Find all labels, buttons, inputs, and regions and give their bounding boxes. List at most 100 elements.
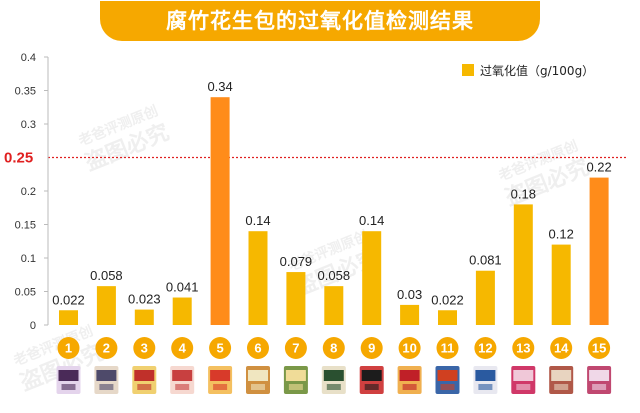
data-label: 0.058 bbox=[90, 268, 123, 283]
product-thumbnail bbox=[321, 366, 346, 394]
bar bbox=[362, 231, 382, 325]
y-tick-label: 0.1 bbox=[21, 253, 36, 265]
y-tick-label: 0.3 bbox=[21, 119, 36, 131]
product-thumbnail bbox=[587, 366, 612, 394]
thumbnail-band bbox=[210, 370, 231, 381]
thumbnail-band bbox=[134, 370, 155, 381]
product-thumbnail bbox=[170, 366, 195, 394]
bar bbox=[324, 286, 344, 325]
thumbnail-band bbox=[96, 370, 117, 381]
product-thumbnail bbox=[511, 366, 536, 394]
thumbnail-stripe bbox=[516, 384, 531, 390]
thumbnail-band bbox=[248, 370, 268, 381]
thumbnail-stripe bbox=[326, 384, 341, 390]
y-tick-label: 0.2 bbox=[21, 186, 36, 198]
category-marker bbox=[284, 337, 307, 359]
product-thumbnail bbox=[283, 366, 308, 394]
bar bbox=[134, 309, 154, 325]
y-tick-label: 0.4 bbox=[21, 52, 36, 64]
category-label: 8 bbox=[330, 341, 337, 356]
product-thumbnail bbox=[56, 366, 81, 394]
category-label: 7 bbox=[292, 341, 299, 356]
thumbnail-band bbox=[475, 370, 496, 381]
bars bbox=[59, 97, 609, 325]
legend: 过氧化值（g/100g） bbox=[462, 63, 594, 78]
category-label: 14 bbox=[554, 341, 569, 356]
category-label: 11 bbox=[441, 341, 455, 356]
category-marker bbox=[436, 337, 459, 359]
product-thumbnails bbox=[56, 366, 612, 394]
thumbnail-band bbox=[513, 370, 534, 381]
thumbnail-band bbox=[58, 370, 79, 381]
thumbnail-stripe bbox=[251, 384, 265, 390]
thumbnail-band bbox=[551, 370, 572, 381]
thumbnail-stripe bbox=[554, 384, 569, 390]
thumbnail-stripe bbox=[478, 384, 493, 390]
category-label: 2 bbox=[103, 341, 110, 356]
data-label: 0.22 bbox=[586, 160, 611, 175]
category-marker bbox=[360, 337, 383, 359]
thumbnail-stripe bbox=[364, 384, 379, 390]
thumbnail-stripe bbox=[402, 384, 417, 390]
y-tick-label: 0.15 bbox=[15, 220, 36, 232]
data-label: 0.022 bbox=[52, 292, 85, 307]
category-label: 4 bbox=[179, 341, 187, 356]
data-label: 0.081 bbox=[469, 253, 502, 268]
product-thumbnail bbox=[397, 366, 422, 394]
category-marker bbox=[209, 337, 232, 359]
category-label: 5 bbox=[216, 341, 223, 356]
category-label: 6 bbox=[254, 341, 261, 356]
data-label: 0.12 bbox=[549, 227, 574, 242]
category-marker bbox=[171, 337, 194, 359]
category-label: 9 bbox=[368, 341, 375, 356]
category-marker bbox=[398, 337, 421, 359]
category-label: 12 bbox=[478, 341, 492, 356]
category-marker bbox=[474, 337, 497, 359]
y-tick-label: 0.05 bbox=[15, 287, 36, 299]
category-marker bbox=[512, 337, 535, 359]
category-marker bbox=[550, 337, 573, 359]
bar bbox=[172, 297, 192, 325]
data-label: 0.03 bbox=[397, 287, 422, 302]
category-marker bbox=[247, 337, 269, 359]
data-label: 0.023 bbox=[128, 292, 161, 307]
reference-line-group: 0.25 bbox=[4, 150, 628, 167]
product-thumbnail bbox=[132, 366, 157, 394]
reference-line-label: 0.25 bbox=[4, 150, 33, 167]
data-label: 0.34 bbox=[207, 79, 232, 94]
thumbnail-stripe bbox=[99, 384, 114, 390]
thumbnail-stripe bbox=[213, 384, 228, 390]
product-thumbnail bbox=[473, 366, 498, 394]
y-tick-label: 0.35 bbox=[15, 86, 36, 98]
legend-label: 过氧化值（g/100g） bbox=[480, 63, 594, 78]
category-label: 13 bbox=[516, 341, 530, 356]
thumbnail-stripe bbox=[175, 384, 190, 390]
bar bbox=[475, 270, 495, 325]
data-label: 0.079 bbox=[280, 254, 313, 269]
thumbnail-band bbox=[172, 370, 193, 381]
category-markers: 1 2 3 4 5 6 7 8 9 10 11 12 13 14 15 bbox=[57, 337, 611, 359]
thumbnail-band bbox=[285, 370, 306, 381]
thumbnail-band bbox=[399, 370, 420, 381]
thumbnail-stripe bbox=[440, 384, 455, 390]
legend-swatch bbox=[462, 64, 474, 76]
thumbnail-band bbox=[437, 370, 458, 381]
bar bbox=[210, 97, 230, 325]
category-label: 3 bbox=[141, 341, 148, 356]
category-label: 10 bbox=[402, 341, 416, 356]
thumbnail-stripe bbox=[61, 384, 76, 390]
thumbnail-band bbox=[361, 370, 382, 381]
bar bbox=[96, 286, 116, 325]
thumbnail-band bbox=[589, 370, 610, 381]
data-label: 0.14 bbox=[245, 213, 270, 228]
bar bbox=[248, 231, 268, 325]
thumbnail-stripe bbox=[592, 384, 607, 390]
product-thumbnail bbox=[246, 366, 270, 394]
data-label: 0.058 bbox=[318, 268, 351, 283]
bar bbox=[400, 304, 420, 325]
thumbnail-stripe bbox=[137, 384, 152, 390]
category-label: 15 bbox=[592, 341, 606, 356]
data-labels: 0.022 0.058 0.023 0.041 0.34 0.14 0.079 0.058 0.… bbox=[52, 79, 612, 307]
